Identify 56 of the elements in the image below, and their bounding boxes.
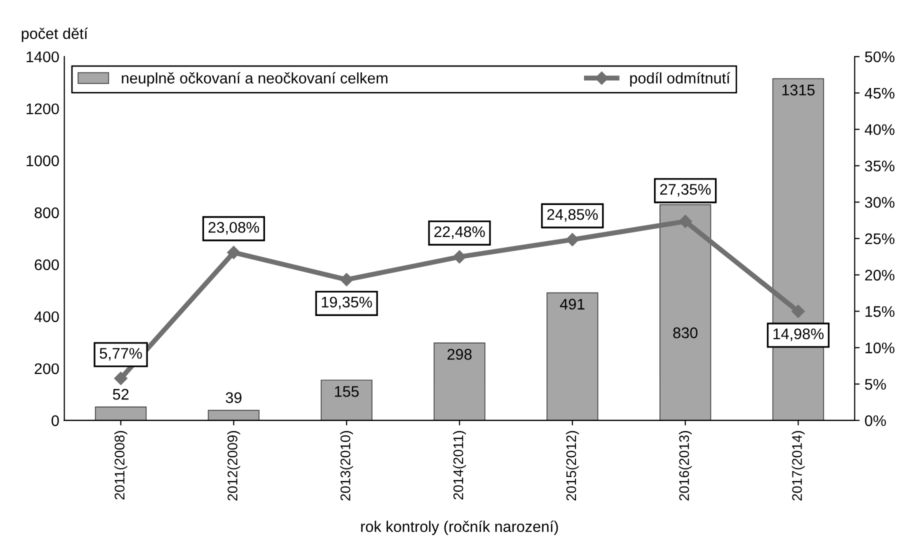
data-label: 298 [448, 348, 472, 360]
y-tick-label: 1000 [26, 155, 59, 166]
y-axis-title: počet dětí [22, 28, 88, 42]
y2-tick-label: 10% [866, 342, 894, 354]
y-tick-label: 0 [52, 415, 59, 426]
x-tick-label: 2011(2008) [114, 430, 128, 500]
y2-tick-label: 45% [864, 88, 894, 99]
legend-label: neuplně očkovaní a neočkovaní celkem [122, 72, 388, 87]
x-tick-label: 2016(2013) [678, 430, 692, 500]
x-tick-label: 2013(2010) [340, 430, 354, 500]
bar [208, 410, 260, 420]
y2-tick-label: 40% [864, 124, 894, 136]
point [792, 304, 805, 318]
y-tick-label: 1400 [26, 51, 59, 62]
x-tick-label: 2012(2009) [227, 430, 240, 500]
data-label: 5,77% [100, 348, 142, 361]
point [227, 246, 240, 260]
x-axis-title: rok kontroly (ročník narození) [361, 520, 558, 536]
data-label: 830 [673, 327, 698, 338]
point [566, 233, 579, 246]
point [452, 250, 466, 264]
y2-tick-label: 20% [865, 270, 894, 281]
data-label: 155 [335, 386, 359, 397]
point [114, 372, 128, 386]
x-tick-label: 2014(2011) [453, 430, 466, 500]
data-label: 19,35% [322, 296, 372, 310]
y-tick-label: 200 [34, 363, 59, 374]
y2-tick-label: 0% [864, 415, 886, 426]
bar [546, 292, 598, 420]
point [678, 214, 692, 228]
data-label: 24,85% [547, 209, 598, 222]
data-label: 39 [226, 392, 242, 404]
bar [320, 380, 372, 420]
y-tick-label: 800 [34, 207, 59, 218]
y-tick-label: 1200 [26, 103, 59, 114]
data-label: 1315 [782, 84, 815, 96]
y2-tick-label: 5% [865, 378, 886, 390]
y2-tick-label: 35% [864, 160, 894, 172]
y2-tick-label: 15% [866, 306, 894, 317]
data-label: 23,08% [208, 222, 260, 235]
bar [94, 406, 147, 420]
y2-tick-label: 30% [864, 196, 894, 208]
y-tick-label: 400 [34, 311, 59, 322]
y2-tick-label: 25% [865, 233, 894, 244]
y-tick-label: 600 [34, 259, 59, 270]
x-tick-label: 2017(2014) [792, 430, 805, 500]
data-label: 22,48% [434, 226, 485, 239]
point [340, 273, 354, 286]
bar [434, 342, 486, 420]
data-label: 27,35% [660, 184, 711, 197]
data-label: 52 [112, 388, 129, 400]
data-label: 14,98% [773, 328, 824, 342]
legend-label: podíl odmítnutí [630, 72, 730, 87]
y2-tick-label: 50% [865, 51, 894, 62]
data-label: 491 [560, 298, 584, 310]
x-tick-label: 2015(2012) [566, 430, 579, 500]
